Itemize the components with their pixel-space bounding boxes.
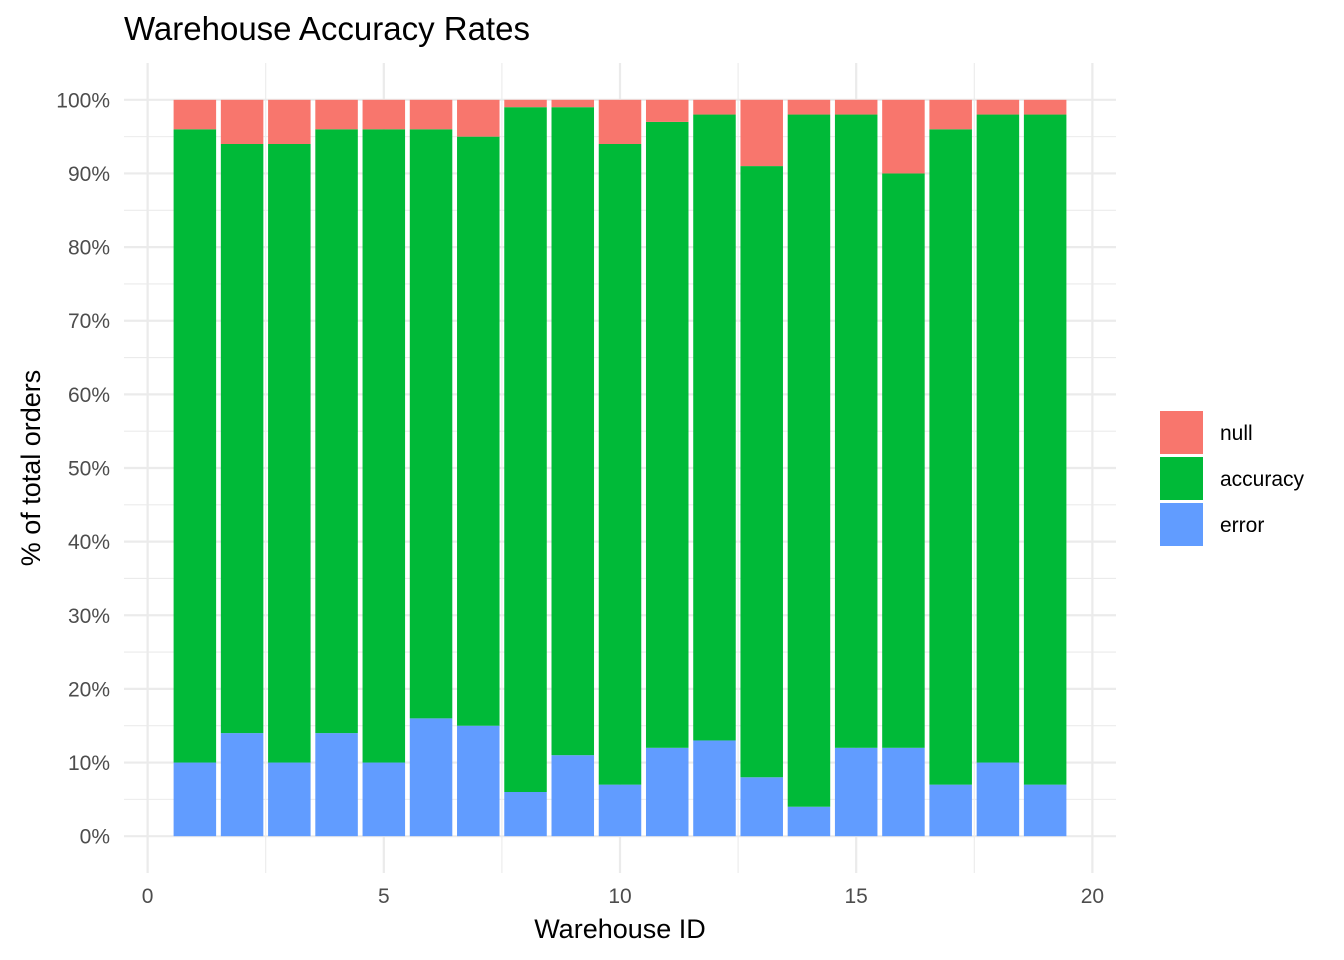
y-tick-label: 80%: [68, 237, 110, 260]
bar-accuracy-warehouse-7: [457, 136, 500, 726]
bar-error-warehouse-11: [645, 747, 689, 837]
bar-null-warehouse-15: [834, 99, 878, 115]
bar-null-warehouse-13: [740, 99, 783, 167]
bar-null-warehouse-12: [693, 99, 736, 115]
bar-null-warehouse-4: [315, 99, 358, 130]
y-tick-label: 90%: [68, 163, 110, 186]
bar-error-warehouse-1: [173, 762, 217, 837]
bar-accuracy-warehouse-15: [834, 114, 878, 748]
bar-null-warehouse-7: [457, 99, 500, 137]
y-axis: 0% 10% 20% 30% 40% 50% 60% 70% 80% 90% 100%: [56, 89, 110, 848]
y-tick-label: 0%: [80, 826, 110, 849]
legend-label-null: null: [1220, 422, 1253, 445]
bar-accuracy-warehouse-9: [551, 107, 595, 756]
y-tick-label: 70%: [68, 310, 110, 333]
bar-error-warehouse-3: [268, 762, 311, 837]
bar-accuracy-warehouse-3: [268, 144, 311, 763]
bar-null-warehouse-16: [882, 99, 925, 174]
bar-layer: [173, 99, 1067, 837]
legend-key-error: [1160, 503, 1203, 546]
bar-accuracy-warehouse-14: [787, 114, 831, 807]
legend-key-accuracy: [1160, 457, 1203, 500]
bar-accuracy-warehouse-4: [315, 129, 358, 734]
bar-accuracy-warehouse-11: [645, 121, 689, 748]
bar-error-warehouse-10: [598, 784, 642, 837]
bar-null-warehouse-17: [929, 99, 972, 130]
bar-null-warehouse-3: [268, 99, 311, 144]
bar-error-warehouse-9: [551, 755, 595, 837]
bar-accuracy-warehouse-8: [504, 107, 547, 792]
bar-null-warehouse-8: [504, 99, 547, 108]
bar-accuracy-warehouse-5: [362, 129, 406, 763]
bar-error-warehouse-17: [929, 784, 972, 837]
x-tick-label: 0: [142, 885, 154, 908]
legend: null accuracy error: [1160, 411, 1305, 546]
bar-error-warehouse-13: [740, 777, 783, 837]
bar-null-warehouse-5: [362, 99, 406, 130]
bar-error-warehouse-2: [220, 733, 264, 837]
x-tick-label: 10: [608, 885, 631, 908]
bar-accuracy-warehouse-2: [220, 144, 264, 734]
bar-error-warehouse-16: [882, 747, 925, 837]
y-tick-label: 10%: [68, 752, 110, 775]
bar-null-warehouse-19: [1023, 99, 1067, 115]
bar-error-warehouse-7: [457, 725, 500, 837]
bar-null-warehouse-18: [976, 99, 1020, 115]
y-tick-label: 30%: [68, 605, 110, 628]
bar-null-warehouse-1: [173, 99, 217, 130]
bar-accuracy-warehouse-18: [976, 114, 1020, 763]
bar-error-warehouse-6: [409, 718, 453, 837]
x-axis-title: Warehouse ID: [534, 914, 706, 944]
bar-accuracy-warehouse-13: [740, 166, 783, 778]
chart-title: Warehouse Accuracy Rates: [124, 10, 530, 47]
x-tick-label: 20: [1081, 885, 1104, 908]
y-tick-label: 50%: [68, 458, 110, 481]
y-tick-label: 40%: [68, 531, 110, 554]
bar-error-warehouse-12: [693, 740, 736, 837]
bar-accuracy-warehouse-10: [598, 144, 642, 785]
bar-error-warehouse-19: [1023, 784, 1067, 837]
bar-error-warehouse-15: [834, 747, 878, 837]
bar-null-warehouse-9: [551, 99, 595, 108]
x-tick-label: 15: [845, 885, 868, 908]
y-tick-label: 20%: [68, 678, 110, 701]
bar-null-warehouse-10: [598, 99, 642, 144]
bar-accuracy-warehouse-1: [173, 129, 217, 763]
x-axis: 0 5 10 15 20: [142, 885, 1104, 908]
y-axis-title: % of total orders: [16, 370, 46, 567]
y-tick-label: 100%: [56, 89, 110, 112]
bar-error-warehouse-18: [976, 762, 1020, 837]
bar-accuracy-warehouse-19: [1023, 114, 1067, 785]
bar-null-warehouse-14: [787, 99, 831, 115]
legend-key-null: [1160, 411, 1203, 454]
bar-accuracy-warehouse-6: [409, 129, 453, 719]
legend-label-error: error: [1220, 514, 1264, 537]
bar-accuracy-warehouse-16: [882, 173, 925, 748]
bar-accuracy-warehouse-17: [929, 129, 972, 785]
bar-accuracy-warehouse-12: [693, 114, 736, 741]
bar-error-warehouse-14: [787, 806, 831, 837]
bar-error-warehouse-4: [315, 733, 358, 837]
bar-error-warehouse-5: [362, 762, 406, 837]
legend-label-accuracy: accuracy: [1220, 468, 1305, 491]
bar-null-warehouse-6: [409, 99, 453, 130]
y-tick-label: 60%: [68, 384, 110, 407]
x-tick-label: 5: [378, 885, 390, 908]
bar-null-warehouse-11: [645, 99, 689, 122]
bar-error-warehouse-8: [504, 792, 547, 837]
bar-null-warehouse-2: [220, 99, 264, 144]
